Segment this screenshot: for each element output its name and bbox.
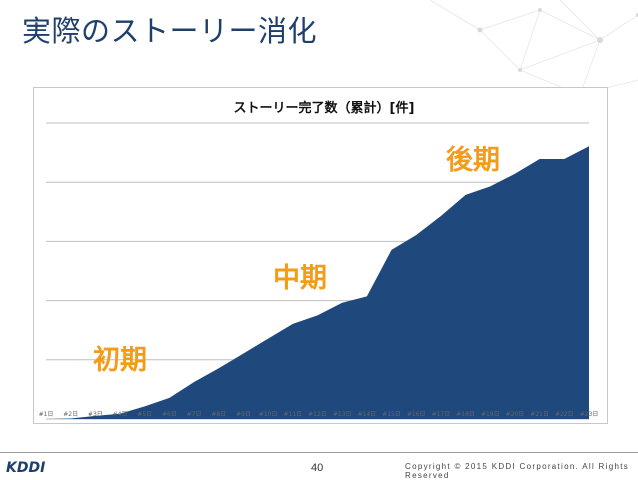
x-tick-label: #19日	[481, 411, 500, 418]
slide-title: 実際のストーリー消化	[22, 14, 318, 48]
kddi-logo: KDDI	[6, 460, 45, 476]
annotation-early-phase: 初期	[93, 345, 147, 376]
copyright-notice: Copyright © 2015 KDDI Corporation. All R…	[405, 462, 630, 480]
x-tick-label: #21日	[530, 411, 549, 418]
chart-title: ストーリー完了数（累計）[件]	[234, 100, 415, 116]
x-tick-label: #17日	[432, 411, 451, 418]
x-tick-label: #13日	[333, 411, 352, 418]
x-tick-label: #6日	[162, 411, 177, 418]
footer-divider	[0, 452, 638, 453]
x-tick-label: #11日	[283, 411, 302, 418]
x-tick-label: #12日	[308, 411, 327, 418]
kddi-logo-text: KDDI	[6, 460, 45, 476]
x-tick-label: #15日	[382, 411, 401, 418]
x-tick-label: #22日	[555, 411, 574, 418]
x-tick-label: #9日	[236, 411, 251, 418]
x-axis-tick-labels: #1日 #2日 #3日 #4日 #5日 #6日 #7日 #8日 #9日 #10日 #11日 #12日 #…	[39, 411, 599, 418]
x-tick-label: #4日	[113, 411, 128, 418]
chart-frame: ストーリー完了数（累計）[件] #1日 #2日 #3日 #4日 #5日 #6日 #7日 #8日…	[33, 87, 608, 424]
x-tick-label: #7日	[187, 411, 202, 418]
x-tick-label: #8日	[211, 411, 226, 418]
page-number: 40	[311, 462, 324, 474]
x-tick-label: #1日	[39, 411, 54, 418]
x-tick-label: #18日	[456, 411, 475, 418]
x-tick-label: #3日	[88, 411, 103, 418]
x-tick-label: #16日	[407, 411, 426, 418]
x-tick-label: #23日	[580, 411, 599, 418]
cumulative-area-series	[46, 146, 589, 419]
annotation-late-phase: 後期	[446, 145, 500, 176]
story-completion-chart: ストーリー完了数（累計）[件] #1日 #2日 #3日 #4日 #5日 #6日 #7日 #8日…	[39, 100, 599, 420]
x-tick-label: #10日	[259, 411, 278, 418]
x-tick-label: #14日	[358, 411, 377, 418]
x-tick-label: #2日	[63, 411, 78, 418]
annotation-middle-phase: 中期	[273, 263, 327, 294]
x-tick-label: #20日	[506, 411, 525, 418]
x-tick-label: #5日	[137, 411, 152, 418]
